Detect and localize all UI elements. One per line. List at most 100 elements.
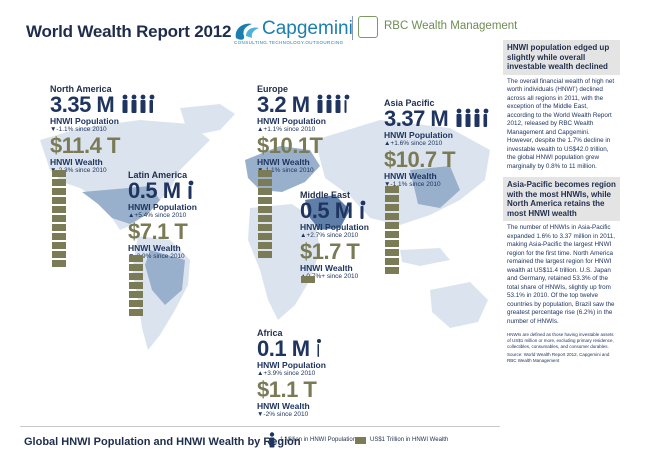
rbc-wordmark: RBC Wealth Management — [384, 20, 518, 32]
population-change: ▲+5.4% since 2010 — [128, 212, 187, 219]
map-north-america — [40, 120, 210, 230]
wealth-value: $1.1 T — [257, 377, 317, 402]
people-icon — [317, 94, 350, 113]
wealth-bar-latin-america — [129, 255, 143, 318]
wealth-value: $11.4 T — [50, 133, 120, 158]
wealth-label: HNWI Wealth — [257, 401, 310, 411]
wealth-block — [52, 224, 66, 231]
wealth-block — [129, 282, 143, 289]
wealth-change: ▼-2.9% since 2010 — [128, 253, 185, 260]
legend-wealth: US$1 Trillion in HNWI Wealth — [370, 437, 449, 443]
population-label: HNWI Population — [50, 116, 119, 126]
wealth-block — [385, 222, 399, 229]
legend-wealth-block — [355, 437, 366, 444]
wealth-block — [258, 170, 272, 177]
sidebar-paragraph-1: The overall financial wealth of high net… — [507, 77, 615, 170]
wealth-bar-asia-pacific — [385, 186, 399, 276]
capgemini-logo: Capgemini CONSULTING.TECHNOLOGY.OUTSOURC… — [232, 16, 353, 50]
rbc-logo: RBC Wealth Management — [352, 14, 517, 40]
wealth-change: ▲0.7%+ since 2010 — [300, 273, 359, 280]
wealth-block — [385, 249, 399, 256]
region-asia-pacific: Asia Pacific 3.37 M HNWI Population ▲+1.… — [384, 98, 495, 189]
wealth-bar-europe — [258, 170, 272, 260]
sidebar: HNWI population edged up slightly while … — [503, 40, 620, 364]
wealth-block — [52, 233, 66, 240]
wealth-block — [301, 276, 315, 283]
map-usa — [82, 186, 160, 224]
wealth-bar-middle-east — [301, 276, 315, 285]
wealth-value: $1.7 T — [300, 239, 360, 264]
map-greenland — [180, 104, 235, 134]
wealth-block — [385, 240, 399, 247]
population-change: ▲+1.6% since 2010 — [384, 140, 443, 147]
footer-divider — [20, 426, 500, 427]
wealth-block — [385, 186, 399, 193]
wealth-block — [52, 260, 66, 267]
wealth-block — [129, 255, 143, 262]
population-value: 0.5 M — [300, 198, 353, 223]
capgemini-spade-icon — [235, 23, 259, 40]
wealth-block — [52, 188, 66, 195]
legend-person-icon — [269, 432, 275, 448]
wealth-value: $10.7 T — [384, 147, 456, 172]
wealth-change: ▼-2.3% since 2010 — [50, 167, 107, 174]
wealth-block — [258, 233, 272, 240]
population-change: ▲+2.7% since 2010 — [300, 232, 359, 239]
wealth-block — [52, 242, 66, 249]
wealth-value: $7.1 T — [128, 219, 188, 244]
wealth-bar-north-america — [52, 170, 66, 269]
region-latin-america: Latin America 0.5 M HNWI Population ▲+5.… — [128, 170, 197, 261]
wealth-change: ▼-1.1% since 2010 — [384, 181, 441, 188]
wealth-change: ▼-2% since 2010 — [257, 411, 309, 418]
wealth-block — [385, 267, 399, 274]
region-name: Europe — [257, 84, 289, 94]
wealth-block — [258, 197, 272, 204]
wealth-label: HNWI Wealth — [257, 157, 310, 167]
population-label: HNWI Population — [257, 116, 326, 126]
wealth-block — [258, 179, 272, 186]
wealth-change: ▼-1.1% since 2010 — [257, 167, 314, 174]
region-middle-east: Middle East 0.5 M HNWI Population ▲+2.7%… — [300, 190, 369, 281]
population-label: HNWI Population — [384, 130, 453, 140]
logo-divider — [352, 16, 353, 40]
sidebar-heading-1: HNWI population edged up slightly while … — [503, 40, 620, 75]
wealth-block — [258, 224, 272, 231]
population-change: ▲+3.9% since 2010 — [257, 370, 316, 377]
wealth-label: HNWI Wealth — [300, 263, 353, 273]
capgemini-tagline: CONSULTING.TECHNOLOGY.OUTSOURCING — [234, 40, 344, 45]
region-name: North America — [50, 84, 112, 94]
population-label: HNWI Population — [128, 202, 197, 212]
person-fraction-icon — [316, 339, 321, 357]
wealth-block — [258, 251, 272, 258]
population-label: HNWI Population — [257, 360, 326, 370]
wealth-block — [258, 242, 272, 249]
population-value: 3.35 M — [50, 92, 115, 117]
wealth-block — [385, 195, 399, 202]
map-brazil — [145, 250, 185, 305]
map-australia — [430, 282, 488, 328]
footer-title: Global HNWI Population and HNWI Wealth b… — [24, 436, 301, 448]
wealth-block — [385, 213, 399, 220]
map-middle-east — [305, 195, 350, 230]
sidebar-heading-2: Asia-Pacific becomes region with the mos… — [503, 177, 620, 221]
wealth-block — [258, 206, 272, 213]
wealth-block — [129, 309, 143, 316]
wealth-block — [129, 291, 143, 298]
region-name: Latin America — [128, 170, 188, 180]
wealth-block — [52, 170, 66, 177]
wealth-block — [258, 188, 272, 195]
region-europe: Europe 3.2 M HNWI Population ▲+1.1% sinc… — [257, 84, 356, 175]
wealth-value: $10.1T — [257, 133, 323, 158]
people-icon — [456, 108, 489, 127]
wealth-block — [258, 215, 272, 222]
wealth-block — [129, 273, 143, 280]
capgemini-wordmark: Capgemini — [262, 18, 353, 39]
footnote: HNWIs are defined as those having invest… — [507, 332, 614, 349]
population-value: 3.2 M — [257, 92, 310, 117]
population-label: HNWI Population — [300, 222, 369, 232]
legend-population: 1 Million in HNWI Population — [280, 437, 357, 443]
page-title: World Wealth Report 2012 — [26, 22, 232, 41]
region-africa: Africa 0.1 M HNWI Population ▲+3.9% sinc… — [257, 328, 326, 419]
population-value: 0.5 M — [128, 178, 181, 203]
map-indonesia — [400, 248, 450, 266]
